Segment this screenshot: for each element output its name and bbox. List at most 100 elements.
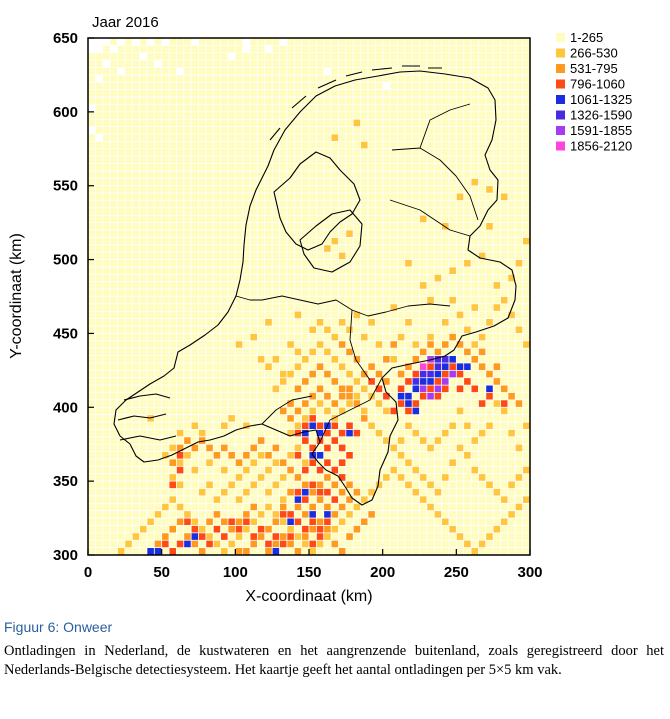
legend-label: 1326-1590: [570, 108, 632, 123]
heatmap-cell: [301, 510, 309, 519]
axis-ticks: 0 50 100 150 200 250 300 300 350 400 450 500 550 600 6…: [53, 30, 543, 581]
heatmap-cell: [493, 525, 501, 533]
heatmap-cell: [124, 540, 133, 548]
heatmap-cell: [264, 547, 273, 555]
legend-swatch: [556, 126, 565, 135]
heatmap-cell: [250, 540, 258, 548]
legend-swatch: [556, 33, 565, 42]
heatmap-cell: [500, 399, 508, 408]
heatmap-cell: [390, 303, 398, 312]
heatmap-cell: [183, 532, 192, 541]
heatmap-cell: [345, 510, 354, 519]
heatmap-cell: [456, 193, 464, 201]
heatmap-cell: [286, 518, 295, 526]
heatmap-cell: [198, 436, 206, 445]
heatmap-cell: [426, 481, 435, 489]
heatmap-cell: [382, 473, 391, 482]
heatmap-cell: [309, 488, 317, 496]
heatmap-cell: [419, 473, 427, 482]
heatmap-cell: [331, 399, 339, 408]
heatmap-cell: [434, 274, 442, 282]
heatmap-cell: [353, 119, 361, 127]
heatmap-cell: [227, 52, 236, 61]
heatmap-cell: [257, 525, 265, 533]
heatmap-cell: [205, 458, 214, 467]
heatmap-cell: [154, 510, 162, 519]
heatmap-cell: [301, 488, 309, 496]
heatmap-cell: [235, 532, 243, 541]
heatmap-cell: [272, 458, 280, 467]
heatmap-cell: [102, 60, 111, 68]
heatmap-cell: [515, 259, 523, 267]
heatmap-cell: [301, 540, 309, 548]
heatmap-cell: [176, 67, 184, 75]
heatmap-cell: [286, 488, 295, 496]
heatmap-cell: [309, 422, 317, 430]
heatmap-cell: [426, 503, 435, 511]
heatmap-cell: [220, 547, 228, 555]
heatmap-cell: [235, 473, 243, 482]
heatmap-cell: [301, 525, 309, 533]
heatmap-cell: [294, 362, 302, 371]
heatmap-cell: [426, 355, 435, 363]
heatmap-cell: [213, 510, 221, 519]
heatmap-cell: [272, 385, 280, 393]
heatmap-cell: [205, 444, 214, 452]
heatmap-cell: [309, 510, 317, 519]
heatmap-cell: [456, 407, 464, 415]
heatmap-cell: [522, 422, 530, 430]
heatmap-cell: [191, 466, 199, 474]
heatmap-cell: [397, 385, 405, 393]
heatmap-cell: [95, 134, 103, 142]
legend-swatch: [556, 64, 565, 73]
heatmap-cell: [441, 473, 449, 482]
heatmap-cell: [331, 436, 339, 445]
heatmap-cell: [434, 377, 442, 386]
heatmap-cell: [301, 466, 309, 474]
heatmap-cell: [331, 422, 339, 430]
heatmap-cell: [205, 481, 214, 489]
heatmap-cell: [286, 340, 295, 349]
heatmap-cell: [242, 518, 251, 526]
heatmap-cell: [448, 355, 457, 363]
heatmap-cell: [507, 429, 516, 437]
heatmap-cell: [441, 429, 449, 437]
heatmap-cell: [323, 407, 332, 415]
heatmap-cell: [264, 451, 273, 459]
heatmap-cell: [309, 370, 317, 378]
heatmap-cell: [397, 399, 405, 408]
heatmap-cell: [331, 495, 339, 504]
heatmap-cell: [485, 222, 494, 231]
heatmap-cell: [441, 518, 449, 526]
heatmap-cell: [323, 473, 332, 482]
heatmap-cell: [404, 392, 413, 400]
heatmap-cell: [309, 518, 317, 526]
heatmap-cell: [220, 466, 228, 474]
heatmap-cell: [257, 355, 265, 363]
heatmap-cell: [301, 532, 309, 541]
heatmap-cell: [331, 510, 339, 519]
ijsselmeer-path: [273, 151, 361, 251]
y-tick-label: 600: [53, 104, 78, 121]
heatmap-cell: [500, 296, 508, 304]
heatmap-cell: [478, 540, 486, 548]
heatmap-cell: [205, 540, 214, 548]
cell-grid: [88, 38, 530, 555]
heatmap-cell: [338, 444, 346, 452]
heatmap-cell: [390, 407, 398, 415]
heatmap-cell: [257, 451, 265, 459]
heatmap-cell: [272, 518, 280, 526]
heatmap-cell: [382, 407, 391, 415]
heatmap-cell: [426, 392, 435, 400]
heatmap-cell: [507, 510, 516, 519]
heatmap-cell: [213, 495, 221, 504]
heatmap-cell: [183, 436, 192, 445]
heatmap-cell: [426, 340, 435, 349]
heatmap-cell: [485, 185, 494, 194]
heatmap-cell: [375, 429, 383, 437]
heatmap-cell: [286, 451, 295, 459]
heatmap-cell: [331, 237, 339, 245]
heatmap-cell: [191, 532, 199, 541]
heatmap-cell: [448, 333, 457, 341]
heatmap-cell: [338, 392, 346, 400]
